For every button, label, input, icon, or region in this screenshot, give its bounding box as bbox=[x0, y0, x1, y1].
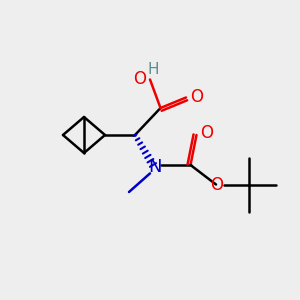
Text: H: H bbox=[147, 62, 159, 77]
Text: N: N bbox=[148, 158, 162, 176]
Text: O: O bbox=[200, 124, 213, 142]
Text: O: O bbox=[190, 88, 203, 106]
Text: O: O bbox=[210, 176, 223, 194]
Text: O: O bbox=[133, 70, 146, 88]
